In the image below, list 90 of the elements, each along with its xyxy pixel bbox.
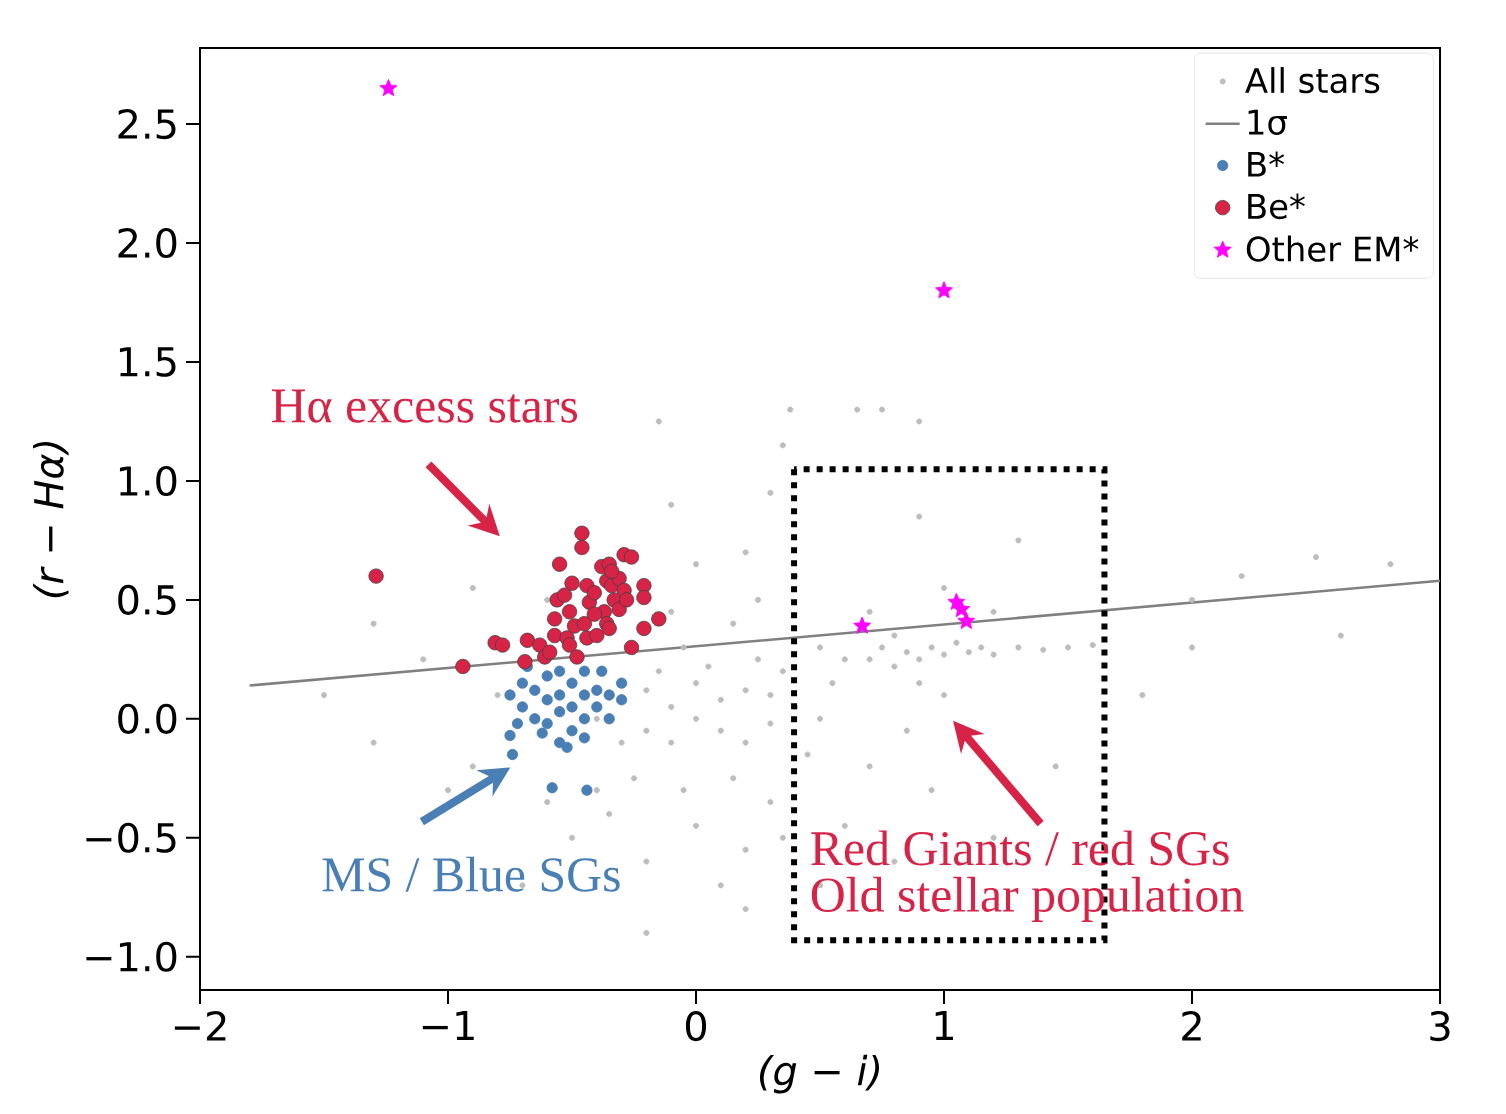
- point: [368, 568, 384, 584]
- annotation: MS / Blue SGs: [322, 856, 620, 892]
- point: [566, 725, 578, 737]
- x-tick-label: −1: [422, 1011, 474, 1041]
- point: [578, 665, 590, 677]
- y-tick-label: −0.5: [86, 822, 176, 853]
- point: [516, 701, 528, 713]
- point: [556, 587, 573, 603]
- y-tick-label: 0.0: [118, 703, 177, 734]
- point: [566, 701, 578, 713]
- point: [601, 620, 617, 637]
- point: [541, 670, 553, 682]
- point: [636, 589, 652, 606]
- point: [618, 592, 635, 608]
- point: [616, 694, 628, 706]
- y-tick-label: −1.0: [86, 941, 177, 972]
- y-tick-label: 2.0: [118, 228, 177, 259]
- point: [516, 677, 528, 689]
- point: [586, 585, 602, 601]
- annotation: Hα excess stars: [271, 389, 578, 423]
- point: [578, 689, 590, 701]
- point: [546, 782, 558, 794]
- point: [554, 689, 566, 701]
- point: [935, 281, 953, 299]
- point: [591, 701, 603, 713]
- point: [636, 620, 652, 637]
- point: [552, 556, 568, 572]
- point: [504, 689, 516, 701]
- point: [651, 611, 667, 627]
- point: [574, 539, 590, 556]
- point: [616, 677, 628, 689]
- annotation: Red Giants / red SGs: [811, 830, 1229, 866]
- y-tick-label: 1.0: [119, 465, 177, 496]
- point: [519, 632, 535, 648]
- point: [603, 689, 615, 701]
- point: [379, 79, 398, 97]
- point: [957, 611, 976, 629]
- point: [554, 665, 566, 677]
- point: [564, 575, 580, 591]
- point: [591, 684, 603, 696]
- x-tick-label: 1: [935, 1011, 954, 1041]
- point: [529, 684, 541, 696]
- y-tick-label: 2.5: [118, 109, 176, 140]
- point: [569, 649, 585, 665]
- point: [541, 717, 553, 730]
- point: [547, 611, 563, 627]
- point: [494, 637, 511, 653]
- point: [623, 549, 640, 565]
- legend-label: B*: [1248, 151, 1285, 177]
- annotation: Old stellar population: [811, 876, 1244, 922]
- legend-label: Be*: [1248, 193, 1305, 220]
- point: [589, 627, 605, 644]
- point: [541, 694, 553, 706]
- point: [576, 616, 592, 632]
- point: [542, 644, 558, 660]
- point: [561, 637, 578, 653]
- x-axis-title: (g − i): [759, 1054, 880, 1094]
- point: [603, 713, 615, 725]
- point: [455, 658, 471, 675]
- point: [853, 616, 872, 634]
- point: [578, 713, 590, 725]
- point: [529, 713, 541, 725]
- point: [952, 599, 971, 618]
- point: [581, 784, 593, 796]
- point: [561, 604, 578, 620]
- x-tick-label: 2: [1182, 1011, 1201, 1041]
- legend-label: 1σ: [1248, 109, 1287, 135]
- point: [517, 654, 533, 670]
- point: [566, 677, 578, 689]
- point: [561, 741, 573, 753]
- point: [578, 732, 590, 744]
- point: [623, 639, 640, 656]
- point: [511, 717, 524, 730]
- point: [554, 706, 566, 718]
- y-axis-title: (r − Hα): [33, 441, 69, 598]
- x-tick-label: 3: [1430, 1011, 1450, 1042]
- x-tick-label: 0: [685, 1011, 707, 1042]
- point: [604, 563, 620, 579]
- point: [596, 665, 608, 677]
- point: [586, 606, 602, 622]
- point: [506, 748, 519, 761]
- point: [574, 525, 590, 541]
- point: [536, 727, 548, 739]
- y-tick-label: 1.5: [119, 347, 176, 377]
- x-tick-label: −2: [174, 1011, 226, 1041]
- point: [547, 627, 563, 644]
- point: [504, 729, 516, 742]
- y-tick-label: 0.5: [118, 584, 176, 615]
- legend-label: All stars: [1245, 67, 1380, 94]
- legend-label: Other EM*: [1246, 235, 1419, 262]
